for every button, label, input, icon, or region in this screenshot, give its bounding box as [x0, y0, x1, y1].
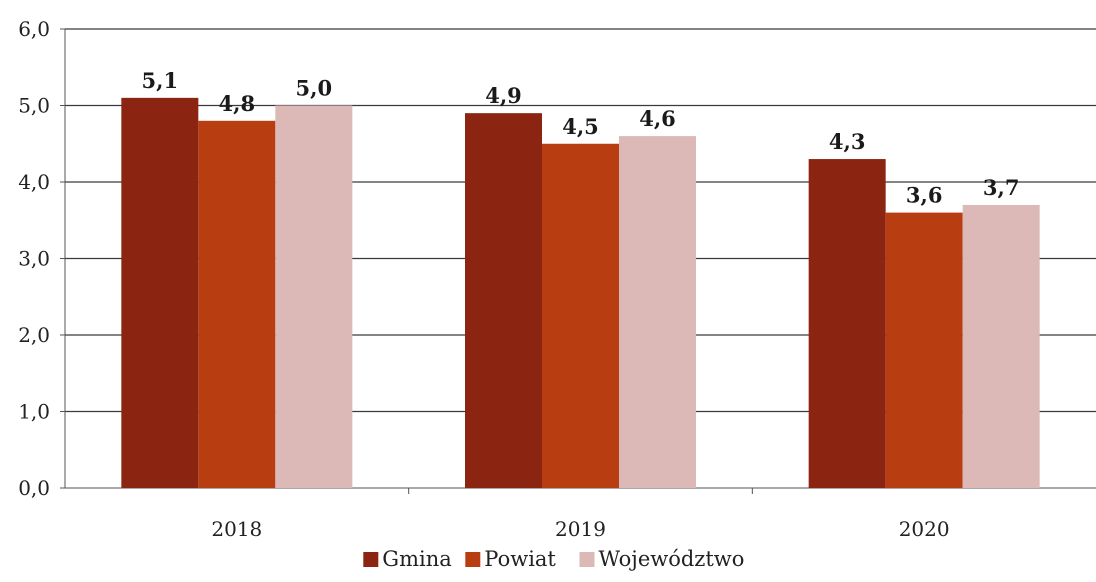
- legend-swatch: [465, 552, 481, 567]
- axes: 0,0 1,0 2,0 3,0 4,0 5,0 6,0 2018 2019 2020: [18, 17, 1096, 541]
- bar-powiat-2018: [198, 120, 276, 489]
- bar-powiat-2019: [542, 143, 619, 488]
- legend: Gmina Powiat Województwo: [363, 547, 744, 571]
- legend-swatch: [363, 552, 379, 567]
- data-label: 4,6: [639, 106, 676, 131]
- y-tick-label: 4,0: [18, 170, 50, 194]
- y-tick-label: 1,0: [18, 400, 50, 424]
- x-tick-label: 2019: [555, 517, 606, 541]
- data-labels: 5,1 4,8 5,0 4,9 4,5 4,6 4,3 3,6 3,7: [142, 68, 1020, 208]
- x-tick-label: 2018: [211, 517, 262, 541]
- y-tick-label: 2,0: [18, 323, 50, 347]
- y-tick-label: 3,0: [18, 247, 50, 271]
- bar-gmina-2020: [808, 159, 886, 489]
- data-label: 5,1: [142, 68, 179, 93]
- bar-gmina-2019: [465, 113, 542, 489]
- bars: [121, 97, 1040, 489]
- bar-gmina-2018: [121, 97, 199, 488]
- bar-wojew-dztwo-2018: [275, 105, 353, 488]
- legend-label: Gmina: [382, 547, 451, 571]
- bar-wojew-dztwo-2020: [962, 204, 1040, 488]
- x-tick-label: 2020: [899, 517, 950, 541]
- bar-powiat-2020: [885, 212, 963, 488]
- y-tick-label: 0,0: [18, 476, 50, 500]
- data-label: 3,7: [983, 175, 1020, 200]
- legend-label: Powiat: [484, 547, 556, 571]
- data-label: 5,0: [296, 76, 333, 101]
- legend-label: Województwo: [599, 547, 745, 571]
- data-label: 3,6: [906, 183, 943, 208]
- data-label: 4,8: [219, 91, 256, 116]
- y-tick-label: 6,0: [18, 17, 50, 41]
- y-tick-label: 5,0: [18, 94, 50, 118]
- bar-wojew-dztwo-2019: [619, 136, 696, 488]
- data-label: 4,5: [562, 114, 599, 139]
- legend-swatch: [579, 552, 595, 567]
- data-label: 4,3: [829, 129, 866, 154]
- data-label: 4,9: [485, 83, 522, 108]
